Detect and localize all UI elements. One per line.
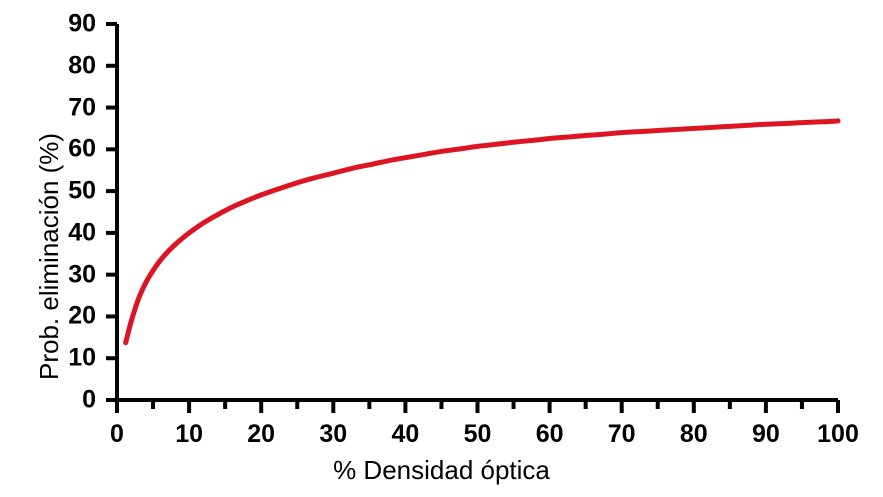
y-axis-tick-label: 0 — [82, 385, 96, 414]
x-axis-tick-label: 10 — [175, 420, 203, 448]
y-axis-tick-label: 10 — [68, 343, 96, 372]
y-axis-tick-label: 20 — [68, 301, 96, 330]
y-axis-tick-label: 50 — [68, 176, 96, 205]
x-axis-ticks — [115, 400, 840, 413]
y-axis-tick-label: 30 — [68, 260, 96, 289]
x-axis-tick-label: 70 — [607, 420, 636, 448]
y-axis-tick-label: 80 — [68, 51, 96, 80]
y-axis-ticks — [106, 22, 117, 402]
y-axis-tick-label: 90 — [68, 9, 96, 38]
x-axis-tick-label: 40 — [391, 420, 420, 448]
x-axis-title: % Densidad óptica — [333, 455, 550, 485]
y-axis-title: Prob. eliminación (%) — [34, 132, 64, 380]
x-axis-tick-label: 30 — [319, 420, 348, 448]
x-axis-tick-label: 100 — [817, 420, 859, 448]
series-line — [123, 118, 841, 346]
x-axis-tick-label: 0 — [110, 420, 124, 448]
x-axis-tick-label: 60 — [535, 420, 564, 448]
y-axis-tick-label: 40 — [68, 218, 96, 247]
x-axis-tick-label: 20 — [247, 420, 276, 448]
y-axis-tick-label: 70 — [68, 93, 96, 122]
x-axis-tick-label: 90 — [751, 420, 780, 448]
y-axis-tick-label: 60 — [68, 134, 96, 163]
x-axis-tick-label: 50 — [463, 420, 492, 448]
series-lines — [123, 118, 841, 346]
x-axis-tick-label: 80 — [679, 420, 708, 448]
